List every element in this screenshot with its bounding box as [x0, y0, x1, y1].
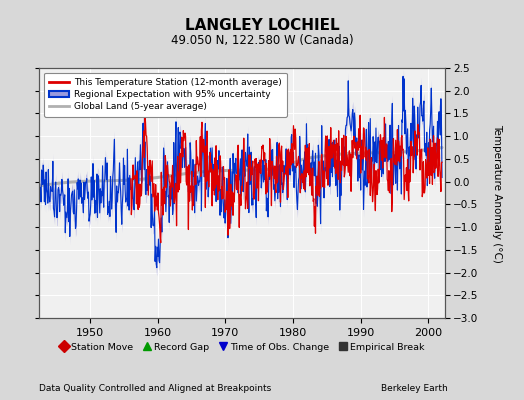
Legend: Station Move, Record Gap, Time of Obs. Change, Empirical Break: Station Move, Record Gap, Time of Obs. C… — [56, 339, 429, 355]
Legend: This Temperature Station (12-month average), Regional Expectation with 95% uncer: This Temperature Station (12-month avera… — [44, 72, 287, 117]
Text: Berkeley Earth: Berkeley Earth — [381, 384, 448, 393]
Text: LANGLEY LOCHIEL: LANGLEY LOCHIEL — [184, 18, 340, 33]
Text: Data Quality Controlled and Aligned at Breakpoints: Data Quality Controlled and Aligned at B… — [39, 384, 271, 393]
Y-axis label: Temperature Anomaly (°C): Temperature Anomaly (°C) — [493, 124, 503, 262]
Text: 49.050 N, 122.580 W (Canada): 49.050 N, 122.580 W (Canada) — [171, 34, 353, 47]
